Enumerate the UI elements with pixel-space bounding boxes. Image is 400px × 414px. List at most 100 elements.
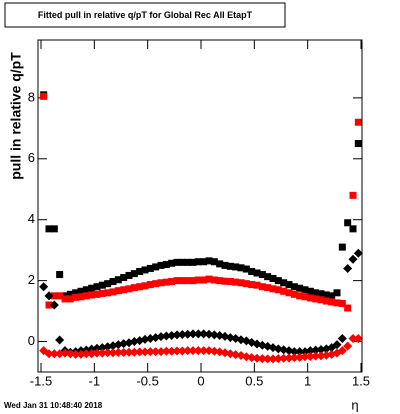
square-marker <box>354 118 362 126</box>
diamond-marker <box>87 349 97 359</box>
diamond-marker <box>343 263 353 273</box>
diamond-marker <box>257 354 267 364</box>
square-marker <box>114 276 122 284</box>
diamond-marker <box>204 346 214 356</box>
diamond-marker <box>172 346 182 356</box>
diamond-marker <box>60 348 70 358</box>
diamond-marker <box>81 349 91 359</box>
diamond-marker <box>119 348 129 358</box>
diamond-marker <box>343 341 353 351</box>
square-marker <box>338 243 346 251</box>
square-marker <box>205 257 213 265</box>
diamond-marker <box>44 349 54 359</box>
diamond-marker <box>332 340 342 350</box>
diamond-marker <box>65 349 75 359</box>
square-marker <box>168 259 176 267</box>
square-marker <box>232 278 240 286</box>
diamond-marker <box>172 330 182 340</box>
square-marker <box>216 277 224 285</box>
square-marker <box>141 282 149 290</box>
x-tick-label: 1 <box>304 373 311 388</box>
square-marker <box>344 219 352 227</box>
diamond-marker <box>92 348 102 358</box>
diamond-marker <box>337 346 347 356</box>
square-marker <box>194 258 202 266</box>
y-tick-label: 4 <box>28 211 35 226</box>
diamond-marker <box>311 351 321 361</box>
square-marker <box>317 290 325 298</box>
diamond-marker <box>177 346 187 356</box>
square-marker <box>120 286 128 294</box>
diamond-marker <box>113 348 123 358</box>
square-marker <box>322 297 330 305</box>
diamond-marker <box>161 346 171 356</box>
diamond-marker <box>49 349 59 359</box>
y-tick-label: 2 <box>28 272 35 287</box>
diamond-marker <box>305 346 315 356</box>
square-marker <box>354 140 362 148</box>
square-marker <box>338 299 346 307</box>
diamond-marker <box>188 329 198 339</box>
square-marker <box>61 295 69 303</box>
square-marker <box>152 280 160 288</box>
x-tick-label: -1 <box>89 373 101 388</box>
y-axis-label: pull in relative q/pT <box>8 52 24 180</box>
diamond-marker <box>279 353 289 363</box>
diamond-marker <box>209 346 219 356</box>
square-marker <box>141 266 149 274</box>
square-marker <box>210 276 218 284</box>
diamond-marker <box>295 352 305 362</box>
square-marker <box>312 289 320 297</box>
diamond-marker <box>316 344 326 354</box>
square-marker <box>317 296 325 304</box>
diamond-marker <box>151 347 161 357</box>
diamond-marker <box>55 335 65 345</box>
square-marker <box>205 275 213 283</box>
diamond-marker <box>108 348 118 358</box>
diamond-marker <box>316 351 326 361</box>
square-marker <box>242 265 250 273</box>
x-axis-label: η <box>351 397 358 412</box>
square-marker <box>349 225 357 233</box>
diamond-marker <box>199 329 209 339</box>
square-marker <box>269 274 277 282</box>
square-marker <box>258 271 266 279</box>
square-marker <box>344 304 352 312</box>
diamond-marker <box>156 332 166 342</box>
square-marker <box>210 258 218 266</box>
square-marker <box>125 271 133 279</box>
square-marker <box>72 293 80 301</box>
frame <box>37 39 363 373</box>
square-marker <box>280 279 288 287</box>
x-tick-label: 0 <box>197 373 204 388</box>
square-marker <box>50 225 58 233</box>
diamond-marker <box>167 330 177 340</box>
square-marker <box>50 292 58 300</box>
diamond-marker <box>76 349 86 359</box>
square-marker <box>130 270 138 278</box>
square-marker <box>157 279 165 287</box>
square-marker <box>45 301 53 309</box>
square-marker <box>349 191 357 199</box>
square-marker <box>184 258 192 266</box>
diamond-marker <box>268 354 278 364</box>
diamond-marker <box>103 348 113 358</box>
square-marker <box>72 289 80 297</box>
diamond-marker <box>188 346 198 356</box>
diamond-marker <box>156 347 166 357</box>
square-marker <box>274 286 282 294</box>
diamond-marker <box>247 353 257 363</box>
diamond-marker <box>337 333 347 343</box>
diamond-marker <box>348 333 358 343</box>
square-marker <box>221 277 229 285</box>
diamond-marker <box>183 346 193 356</box>
x-tick-label: 1.5 <box>352 373 370 388</box>
square-marker <box>296 292 304 300</box>
square-marker <box>173 277 181 285</box>
diamond-marker <box>353 248 363 258</box>
diamond-marker <box>353 333 363 343</box>
square-marker <box>194 276 202 284</box>
plot-area: -1.5 -1 -0.5 0 0.5 1 1.5 0 2 4 6 8 <box>28 40 370 388</box>
square-marker <box>237 264 245 272</box>
